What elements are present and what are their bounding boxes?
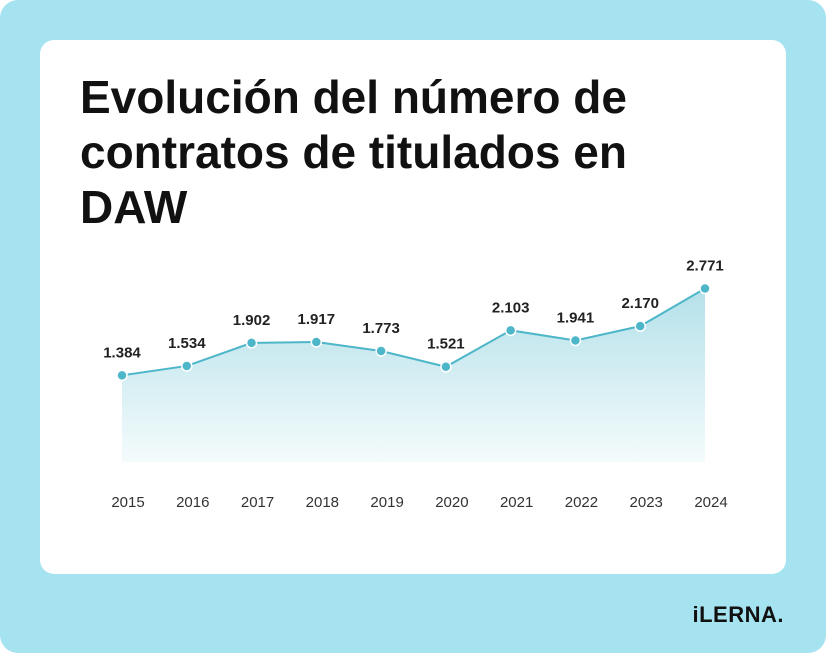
- value-label: 1.384: [103, 344, 141, 361]
- value-label: 2.771: [686, 257, 724, 274]
- x-tick-label: 2022: [565, 494, 598, 511]
- value-label: 2.103: [492, 299, 530, 316]
- logo: iLERNA.: [692, 602, 784, 627]
- point: [440, 361, 452, 373]
- x-tick-label: 2017: [241, 494, 274, 511]
- point: [310, 336, 323, 348]
- point: [116, 369, 128, 382]
- point: [699, 282, 711, 295]
- x-tick-label: 2020: [435, 494, 468, 511]
- chart-title: Evolución del número de contratos de tit…: [80, 71, 627, 233]
- value-label: 1.902: [233, 312, 271, 329]
- value-label: 1.521: [427, 336, 465, 353]
- x-tick-label: 2021: [500, 494, 533, 511]
- x-tick-label: 2016: [176, 494, 209, 511]
- point: [375, 345, 387, 357]
- x-tick-label: 2023: [630, 494, 663, 511]
- value-label: 2.170: [621, 295, 659, 312]
- area: [122, 288, 705, 462]
- x-tick-label: 2019: [370, 494, 403, 511]
- line: [121, 287, 706, 377]
- point: [181, 360, 193, 372]
- x-tick-label: 2015: [111, 494, 144, 511]
- x-tick-label: 2018: [306, 494, 339, 511]
- point: [634, 320, 646, 332]
- value-label: 1.941: [557, 309, 595, 326]
- value-label: 1.773: [362, 320, 400, 337]
- card: [40, 40, 786, 574]
- x-tick-label: 2024: [694, 494, 727, 511]
- value-label: 1.534: [168, 335, 206, 352]
- value-label: 1.917: [298, 311, 336, 328]
- point: [569, 334, 582, 347]
- point: [504, 324, 517, 337]
- point: [245, 337, 258, 349]
